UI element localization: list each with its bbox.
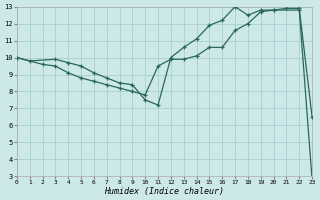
X-axis label: Humidex (Indice chaleur): Humidex (Indice chaleur) xyxy=(104,187,224,196)
